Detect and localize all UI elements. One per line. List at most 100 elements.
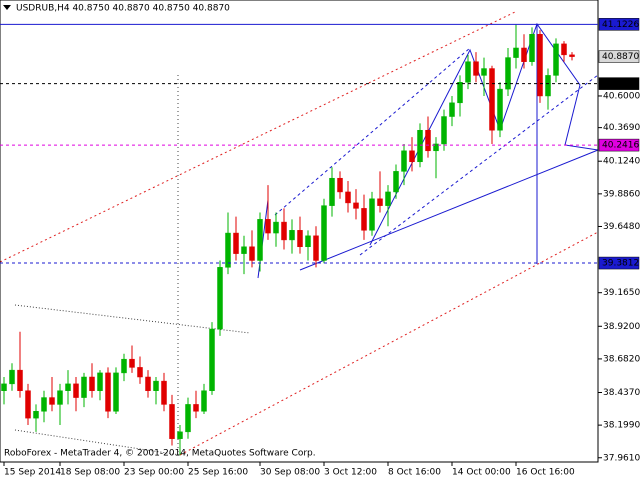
candle-body xyxy=(225,232,231,268)
candle-body xyxy=(161,380,167,405)
candle-body xyxy=(497,88,503,131)
candle-body xyxy=(57,390,63,405)
candle-body xyxy=(289,230,295,241)
candle-body xyxy=(217,267,223,330)
analysis-drawings xyxy=(0,11,599,456)
y-tick-label: 37.9610 xyxy=(603,453,640,463)
candle-body xyxy=(33,411,39,419)
y-tick-label: 39.1650 xyxy=(603,288,640,298)
level-label-box xyxy=(598,50,640,63)
level-label: 40.2416 xyxy=(602,141,639,151)
candle-body xyxy=(177,431,183,439)
candle-body xyxy=(513,47,519,58)
y-tick-label: 38.9200 xyxy=(603,322,640,332)
level-label: 40.6900 xyxy=(602,79,639,89)
candle-body xyxy=(553,43,559,76)
candle-body xyxy=(273,221,279,234)
x-tick-label: 8 Oct 16:00 xyxy=(388,468,441,478)
y-tick-label: 39.8860 xyxy=(603,189,640,199)
candle-body xyxy=(233,232,239,254)
chart-title: USDRUB,H4 40.8750 40.8870 40.8750 40.887… xyxy=(16,4,230,14)
x-tick-label: 16 Oct 16:00 xyxy=(516,468,575,478)
candle-body xyxy=(65,383,71,391)
level-label: 41.1226 xyxy=(602,20,639,30)
candle-body xyxy=(185,404,191,433)
candle-body xyxy=(569,54,575,57)
candle-body xyxy=(337,177,343,193)
level-label-box xyxy=(598,256,640,270)
candle-body xyxy=(209,328,215,391)
candle-body xyxy=(521,47,527,62)
candle-body xyxy=(145,376,151,391)
x-tick-label: 3 Oct 12:00 xyxy=(324,468,377,478)
candle-body xyxy=(257,219,263,261)
candle-body xyxy=(249,246,255,261)
candle-body xyxy=(433,143,439,152)
candle-body xyxy=(561,43,567,56)
candle-body xyxy=(377,198,383,206)
candle-body xyxy=(297,230,303,248)
x-tick-label: 14 Oct 00:00 xyxy=(452,468,511,478)
candle-body xyxy=(425,129,431,152)
candle-body xyxy=(505,57,511,90)
footer: RoboForex - MetaTrader 4, © 2001-2014, M… xyxy=(4,449,316,459)
candle-body xyxy=(17,369,23,391)
y-tick-label: 38.4370 xyxy=(603,388,640,398)
candle-body xyxy=(81,376,87,398)
level-label-box xyxy=(598,138,640,152)
level-label-box xyxy=(598,18,640,31)
y-tick-label: 39.6480 xyxy=(603,222,640,232)
y-tick-label: 38.6820 xyxy=(603,354,640,364)
candle-body xyxy=(129,358,135,368)
candle-body xyxy=(121,358,127,374)
candle-body xyxy=(329,177,335,206)
candle-body xyxy=(409,150,415,163)
y-tick-label: 38.1990 xyxy=(603,421,640,431)
candle-body xyxy=(321,205,327,261)
candle-body xyxy=(481,68,487,76)
candle-body xyxy=(137,367,143,378)
candle-body xyxy=(473,61,479,76)
candle-body xyxy=(353,202,359,209)
candle-body xyxy=(305,235,311,248)
title-icon xyxy=(3,5,11,10)
candle-body xyxy=(313,235,319,261)
candle-body xyxy=(265,219,271,234)
level-label: 39.3812 xyxy=(602,259,639,269)
candle-body xyxy=(201,390,207,412)
candle-body xyxy=(449,102,455,117)
candle-body xyxy=(401,150,407,172)
candle-body xyxy=(537,34,543,97)
y-tick-label: 40.6000 xyxy=(603,91,640,101)
x-tick-label: 18 Sep 08:00 xyxy=(60,468,120,478)
candle-body xyxy=(169,404,175,439)
candle-body xyxy=(73,383,79,398)
x-tick-label: 25 Sep 16:00 xyxy=(188,468,248,478)
candle-body xyxy=(1,383,7,391)
candle-body xyxy=(465,61,471,83)
plot-frame xyxy=(0,0,599,463)
candle-body xyxy=(417,129,423,163)
candle-body xyxy=(9,369,15,385)
candle-body xyxy=(369,198,375,231)
candle-body xyxy=(361,208,367,231)
candle-body xyxy=(529,34,535,62)
candle-body xyxy=(153,380,159,391)
candle-body xyxy=(241,246,247,254)
x-tick-label: 15 Sep 2014 xyxy=(4,468,61,478)
candle-body xyxy=(441,116,447,145)
candle-body xyxy=(193,404,199,412)
candle-body xyxy=(49,397,55,405)
candle-body xyxy=(385,191,391,206)
candle-body xyxy=(545,75,551,97)
y-tick-label: 40.3690 xyxy=(603,123,640,133)
x-tick-label: 23 Sep 00:00 xyxy=(124,468,184,478)
y-tick-label: 40.1240 xyxy=(603,157,640,167)
candle-body xyxy=(89,376,95,391)
candle-body xyxy=(457,82,463,104)
level-label: 40.8870 xyxy=(602,52,639,62)
candle-body xyxy=(345,191,351,204)
candle-body xyxy=(105,372,111,412)
